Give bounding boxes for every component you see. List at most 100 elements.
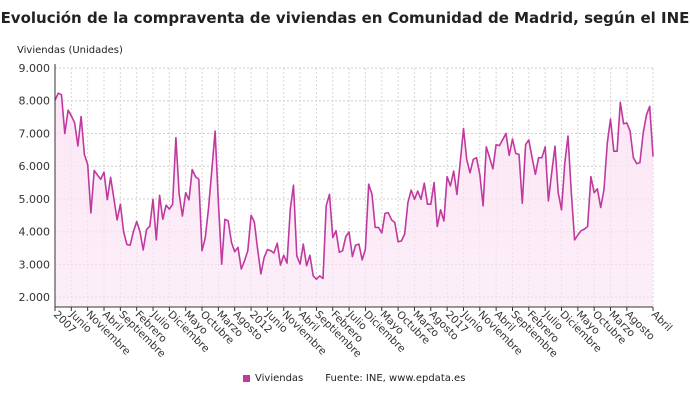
data-point bbox=[100, 178, 102, 180]
y-tick-label: 8.000 bbox=[19, 95, 51, 108]
data-point bbox=[616, 150, 618, 152]
data-point bbox=[172, 203, 174, 205]
data-point bbox=[77, 145, 79, 147]
data-point bbox=[541, 157, 543, 159]
data-point bbox=[325, 205, 327, 207]
data-point bbox=[466, 158, 468, 160]
y-tick-label: 2.000 bbox=[19, 291, 51, 304]
data-point bbox=[286, 262, 288, 264]
data-point bbox=[384, 212, 386, 214]
data-point bbox=[96, 174, 99, 176]
data-point bbox=[217, 201, 219, 204]
data-point bbox=[645, 114, 648, 116]
data-point bbox=[394, 221, 396, 224]
data-point bbox=[181, 215, 184, 217]
data-point bbox=[129, 244, 131, 246]
data-point bbox=[374, 226, 376, 229]
data-point bbox=[168, 208, 170, 210]
data-point bbox=[158, 194, 161, 196]
data-point bbox=[524, 144, 527, 146]
data-point bbox=[126, 243, 128, 246]
data-point bbox=[570, 191, 572, 194]
data-point bbox=[632, 157, 634, 159]
data-point bbox=[253, 221, 255, 223]
data-point bbox=[139, 231, 141, 233]
data-point bbox=[221, 263, 223, 265]
data-point bbox=[309, 254, 311, 256]
data-point bbox=[400, 240, 402, 242]
data-point bbox=[319, 275, 321, 277]
data-point bbox=[152, 198, 154, 200]
data-point bbox=[560, 209, 563, 211]
data-point bbox=[90, 212, 92, 214]
data-point bbox=[263, 256, 265, 259]
data-point bbox=[296, 255, 298, 257]
data-point bbox=[67, 109, 69, 111]
data-point bbox=[214, 130, 216, 132]
data-point bbox=[479, 173, 481, 176]
data-point bbox=[619, 101, 621, 103]
data-point bbox=[341, 250, 344, 252]
data-point bbox=[191, 168, 193, 171]
data-point bbox=[629, 130, 631, 132]
data-point bbox=[243, 260, 246, 262]
data-point bbox=[364, 248, 367, 250]
data-point bbox=[410, 189, 412, 191]
data-point bbox=[312, 275, 314, 277]
data-point bbox=[332, 236, 334, 239]
data-point bbox=[498, 144, 501, 147]
data-point bbox=[155, 239, 157, 241]
data-point bbox=[283, 254, 285, 256]
data-point bbox=[603, 188, 605, 191]
data-point bbox=[482, 205, 484, 207]
data-point bbox=[433, 181, 435, 184]
data-point bbox=[74, 122, 76, 124]
data-point bbox=[123, 231, 125, 233]
data-point bbox=[368, 183, 370, 185]
data-point bbox=[577, 234, 579, 236]
data-point bbox=[119, 203, 121, 205]
data-point bbox=[60, 94, 63, 96]
data-point bbox=[93, 169, 95, 172]
data-point bbox=[371, 193, 373, 195]
data-point bbox=[567, 135, 569, 137]
data-point bbox=[250, 214, 252, 216]
data-point bbox=[547, 200, 550, 202]
data-point bbox=[538, 157, 540, 159]
data-point bbox=[279, 264, 282, 266]
data-point bbox=[207, 206, 210, 209]
data-point bbox=[456, 193, 458, 195]
data-point bbox=[521, 202, 523, 204]
data-point bbox=[145, 229, 148, 231]
data-point bbox=[573, 239, 576, 241]
y-tick-label: 4.000 bbox=[19, 226, 51, 239]
data-point bbox=[404, 233, 406, 235]
data-point bbox=[149, 225, 151, 227]
data-point bbox=[355, 244, 357, 246]
data-point bbox=[377, 226, 380, 229]
data-point bbox=[345, 236, 347, 238]
data-point bbox=[204, 236, 206, 239]
data-point bbox=[103, 171, 105, 173]
y-tick-label: 5.000 bbox=[19, 193, 51, 206]
data-point bbox=[328, 193, 331, 195]
data-point bbox=[622, 123, 625, 125]
data-point bbox=[502, 139, 504, 141]
data-point bbox=[583, 228, 585, 230]
data-point bbox=[194, 176, 197, 178]
data-point bbox=[230, 241, 233, 244]
data-point bbox=[413, 198, 416, 200]
data-point bbox=[459, 162, 461, 164]
data-point bbox=[505, 132, 507, 135]
data-point bbox=[423, 182, 425, 184]
data-point bbox=[397, 241, 399, 243]
data-point bbox=[534, 173, 536, 176]
data-point bbox=[469, 172, 471, 174]
data-point bbox=[234, 251, 236, 253]
data-point bbox=[257, 248, 259, 250]
data-point bbox=[289, 208, 291, 210]
data-point bbox=[106, 199, 108, 201]
data-point bbox=[453, 170, 455, 172]
data-point bbox=[485, 146, 487, 148]
data-point bbox=[492, 168, 494, 170]
